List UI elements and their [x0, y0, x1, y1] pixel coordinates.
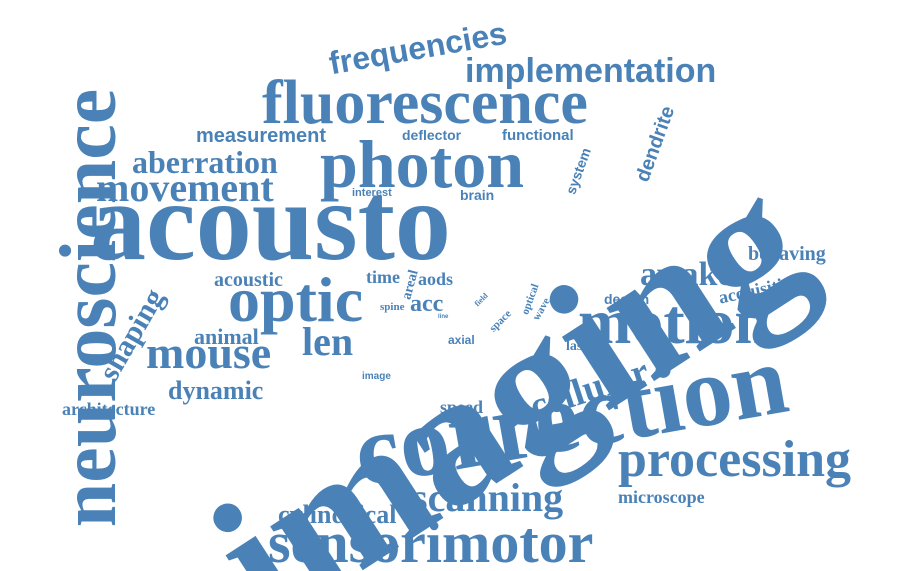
word-aberration: aberration [132, 144, 278, 180]
word-measurement: measurement [196, 125, 327, 147]
word-acousto: acousto [90, 160, 451, 284]
word-deflector: deflector [402, 127, 462, 143]
word-image: image [362, 371, 391, 382]
word-line: line [438, 314, 449, 320]
word-architecture: architecture [62, 399, 156, 419]
word-scanning: scanning [412, 475, 564, 520]
word-dynamic: dynamic [168, 376, 264, 405]
word-acoustic: acoustic [214, 269, 283, 291]
word-system: system [562, 145, 594, 197]
word-cylindrical: cylindrical [278, 500, 397, 529]
word-processing: processing [618, 431, 852, 488]
word-neuroscience: neuroscience [45, 88, 134, 528]
word-laser: laser [566, 339, 595, 354]
word-axial: axial [448, 333, 475, 347]
word-microscope: microscope [618, 487, 705, 507]
word-speed: speed [440, 397, 484, 417]
word-animal: animal [194, 324, 259, 349]
word-behaving: behaving [748, 243, 826, 265]
word-optic: optic [228, 264, 364, 335]
word-acc: acc [410, 291, 444, 317]
word-aods: aods [418, 269, 454, 289]
word-movement: movement [96, 165, 274, 210]
word-functional: functional [502, 127, 574, 144]
word-mouse: mouse [146, 327, 272, 378]
word-time: time [366, 267, 400, 287]
word-motion: motion [578, 286, 770, 357]
word-awake: awake [640, 256, 733, 293]
word-sensorimotor: sensorimotor [268, 510, 594, 571]
word-brain: brain [460, 187, 495, 203]
word-point: point [518, 363, 538, 372]
word-photon: photon [320, 126, 525, 202]
word-interest: interest [352, 187, 392, 199]
word-spine: spine [380, 301, 405, 313]
word-design: design [604, 291, 650, 307]
word-len: len [302, 319, 354, 364]
word-implementation: implementation [465, 52, 717, 90]
word-fluorescence: fluorescence [262, 69, 588, 137]
